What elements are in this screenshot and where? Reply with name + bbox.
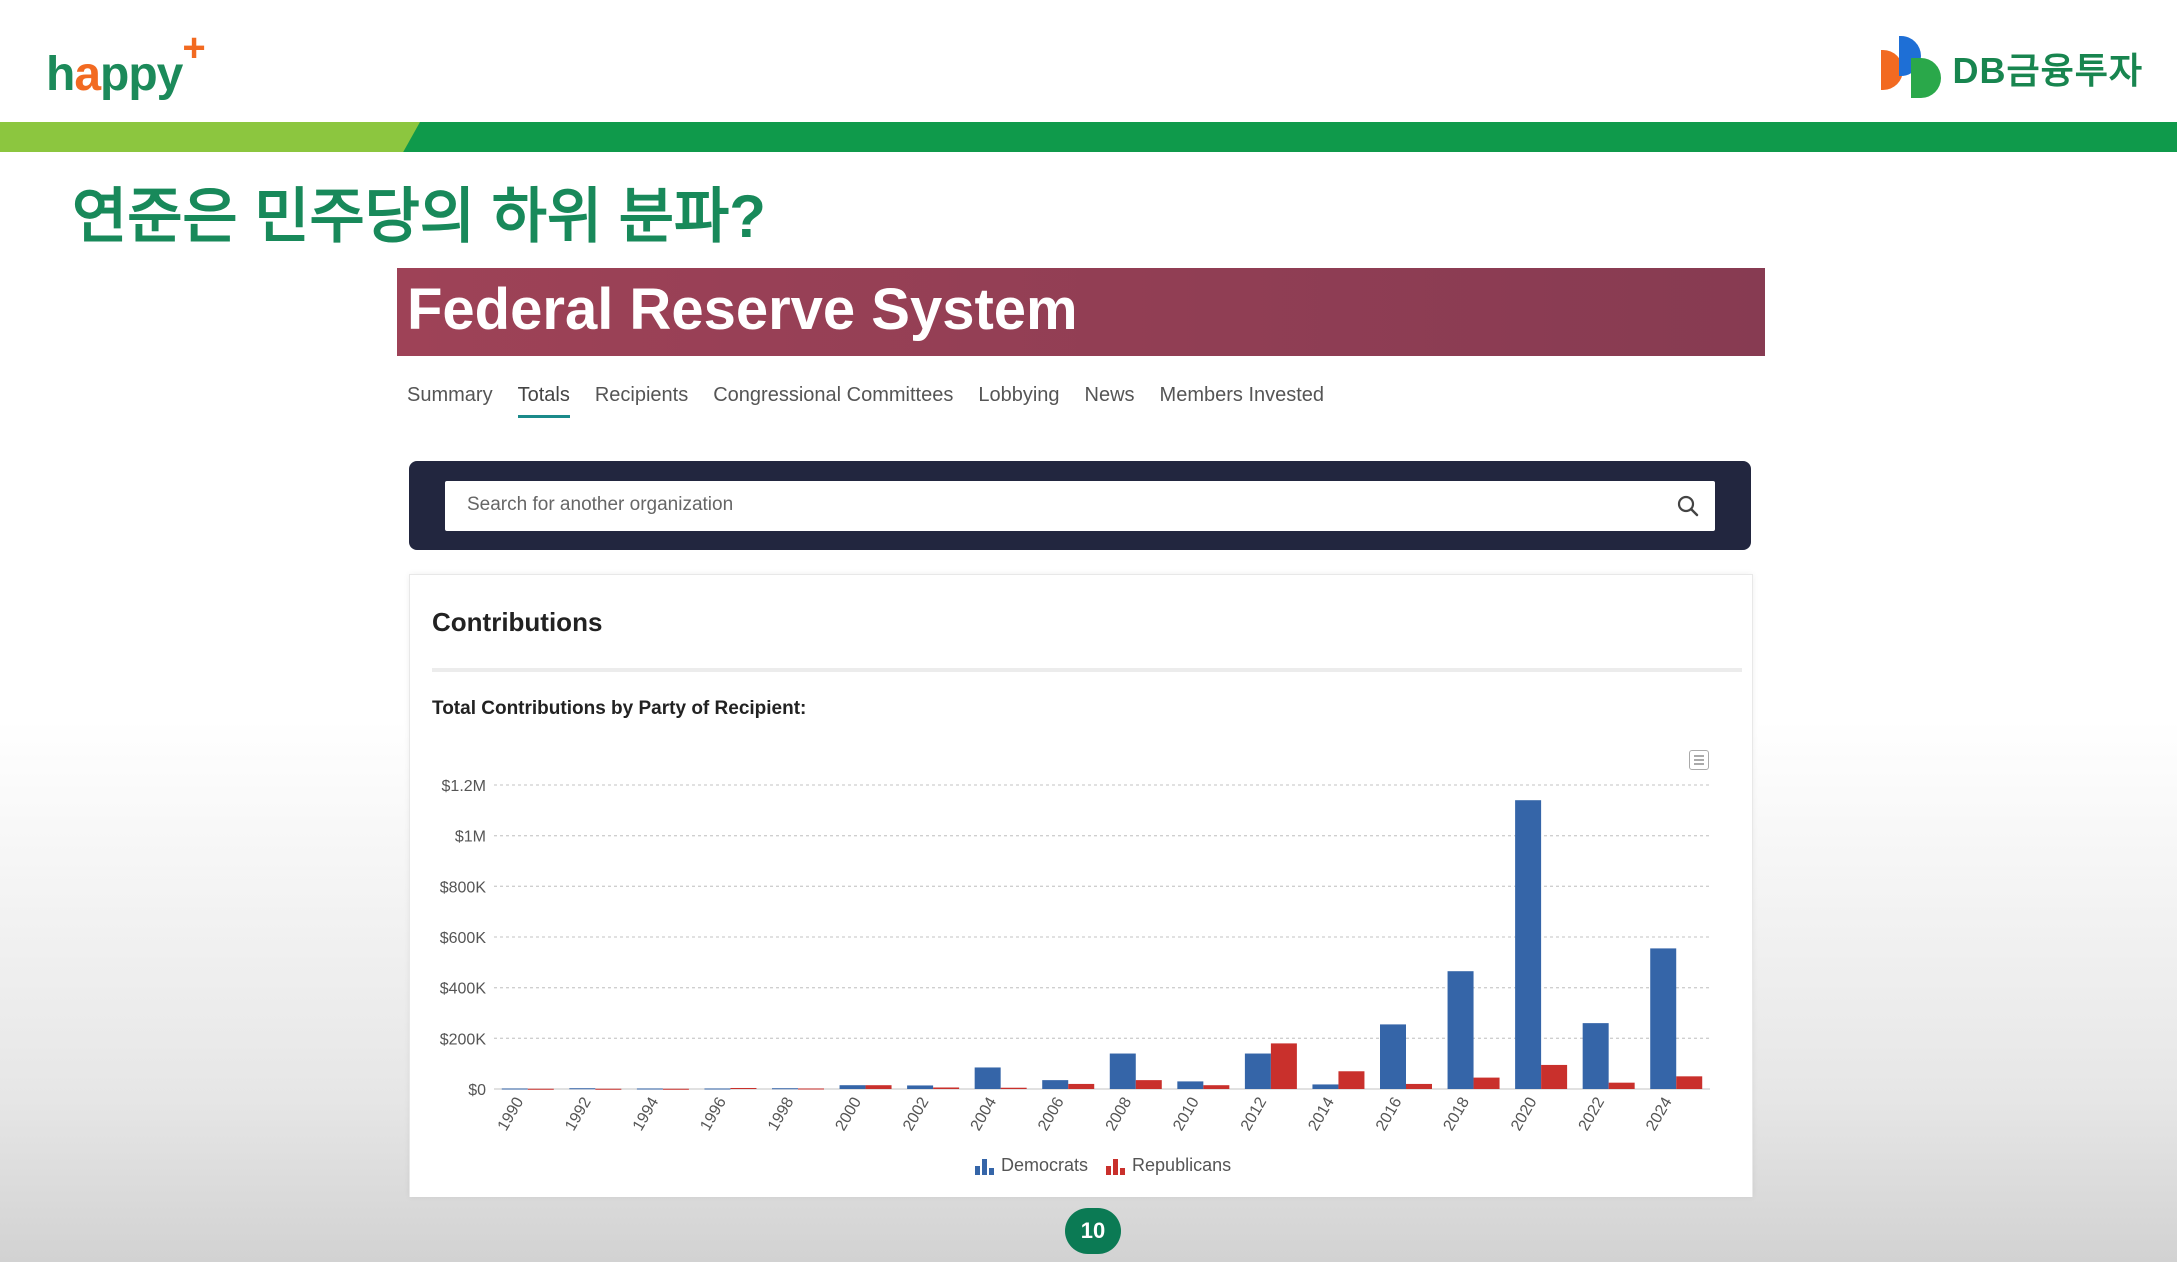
header-stripe-accent: [0, 122, 420, 152]
x-tick-label: 2020: [1508, 1094, 1541, 1133]
slide-header: happy+ DB금융투자: [0, 0, 2177, 122]
bar-republicans: [1608, 1082, 1635, 1089]
bar-republicans: [595, 1088, 622, 1090]
bar-democrats: [974, 1067, 1001, 1089]
x-tick-label: 2022: [1576, 1094, 1609, 1133]
bar-republicans: [1270, 1043, 1297, 1089]
db-logo: DB금융투자: [1880, 36, 2143, 100]
bar-republicans: [1676, 1076, 1703, 1089]
org-title: Federal Reserve System: [407, 277, 1078, 342]
legend-label-democrats: Democrats: [1001, 1155, 1089, 1175]
bar-republicans: [1135, 1080, 1162, 1089]
y-tick-label: $0: [468, 1082, 486, 1099]
card-divider: [432, 668, 1742, 672]
search-icon[interactable]: [1675, 493, 1701, 519]
y-tick-label: $200K: [440, 1031, 487, 1048]
slide-title: 연준은 민주당의 하위 분파?: [72, 183, 766, 250]
legend-item-democrats[interactable]: Democrats: [975, 1155, 1088, 1176]
x-tick-label: 2012: [1238, 1094, 1271, 1133]
org-banner: Federal Reserve System: [397, 268, 1765, 356]
contributions-bar-chart: $0 $200K $400K $600K $800K $1M $1.2M 1990 1992 19…: [440, 778, 1710, 1134]
bar-democrats: [501, 1088, 528, 1090]
db-logo-text: DB금융투자: [1952, 50, 2143, 91]
bar-republicans: [1338, 1071, 1365, 1089]
bar-democrats: [636, 1088, 663, 1090]
bar-democrats: [1515, 800, 1542, 1089]
bar-republicans: [662, 1088, 689, 1090]
tab-lobbying[interactable]: Lobbying: [978, 384, 1060, 406]
contributions-card: Contributions Total Contributions by Par…: [409, 574, 1753, 1197]
chart-title: Total Contributions by Party of Recipien…: [432, 698, 807, 719]
x-tick-label: 2002: [900, 1094, 933, 1133]
search-input[interactable]: [465, 493, 1649, 517]
x-tick-label: 2008: [1103, 1094, 1136, 1133]
tab-congressional-committees[interactable]: Congressional Committees: [713, 384, 954, 406]
x-tick-label: 2000: [833, 1094, 866, 1133]
x-tick-label: 1992: [562, 1094, 595, 1133]
y-tick-label: $1.2M: [442, 778, 486, 795]
card-title: Contributions: [432, 607, 603, 637]
tab-summary[interactable]: Summary: [407, 384, 493, 406]
bar-democrats: [1177, 1081, 1204, 1089]
bar-republicans: [1406, 1083, 1432, 1089]
bar-republicans: [1473, 1077, 1500, 1089]
tab-totals[interactable]: Totals: [517, 384, 570, 418]
y-tick-label: $600K: [440, 930, 487, 947]
bar-democrats: [1650, 948, 1677, 1089]
bar-democrats: [772, 1088, 798, 1090]
bar-democrats: [1042, 1080, 1069, 1089]
chart-menu-icon[interactable]: [1689, 750, 1709, 770]
bar-democrats: [1447, 971, 1474, 1089]
bar-democrats: [1582, 1023, 1609, 1089]
bar-democrats: [1244, 1053, 1271, 1089]
bar-republicans: [527, 1088, 554, 1090]
bar-republicans: [933, 1087, 960, 1089]
x-tick-label: 1996: [697, 1094, 730, 1133]
x-tick-label: 2004: [968, 1094, 1001, 1133]
tab-members-invested[interactable]: Members Invested: [1159, 384, 1325, 406]
db-logo-mark-icon: [1880, 36, 1945, 100]
legend-label-republicans: Republicans: [1132, 1155, 1232, 1175]
tab-news[interactable]: News: [1084, 384, 1135, 406]
bar-democrats: [907, 1085, 934, 1089]
bar-republicans: [1000, 1087, 1027, 1089]
bar-republicans: [1203, 1085, 1230, 1089]
bar-republicans: [1068, 1083, 1095, 1089]
x-tick-label: 2014: [1305, 1094, 1338, 1133]
x-tick-label: 2016: [1373, 1094, 1406, 1133]
chart-legend: Democrats Republicans: [975, 1155, 1231, 1176]
search-box: [445, 481, 1715, 531]
bar-republicans: [730, 1087, 757, 1089]
search-bar: [409, 461, 1751, 550]
x-tick-label: 2018: [1441, 1094, 1474, 1133]
bar-republicans: [865, 1085, 892, 1089]
y-tick-label: $800K: [440, 879, 487, 896]
x-tick-label: 1998: [765, 1094, 798, 1133]
org-tabs: Summary Totals Recipients Congressional …: [407, 384, 1324, 418]
x-tick-label: 2006: [1035, 1094, 1068, 1133]
bar-republicans: [798, 1088, 824, 1090]
x-tick-label: 2010: [1170, 1094, 1203, 1133]
y-tick-label: $400K: [440, 981, 487, 998]
happy-plus-logo: happy+: [46, 26, 206, 101]
x-tick-label: 1994: [630, 1094, 663, 1133]
bar-chart-icon: [1106, 1157, 1126, 1175]
bar-democrats: [1109, 1053, 1136, 1089]
legend-item-republicans[interactable]: Republicans: [1106, 1155, 1231, 1176]
x-tick-label: 2024: [1643, 1094, 1676, 1133]
y-tick-label: $1M: [455, 829, 486, 846]
bar-democrats: [704, 1088, 731, 1090]
bar-republicans: [1541, 1064, 1568, 1089]
x-tick-label: 1990: [495, 1094, 528, 1133]
bar-democrats: [1312, 1084, 1339, 1089]
tab-recipients[interactable]: Recipients: [594, 384, 689, 406]
bar-democrats: [1380, 1024, 1406, 1089]
bar-democrats: [839, 1085, 866, 1089]
bar-chart-icon: [975, 1157, 995, 1175]
page-number: 10: [1065, 1208, 1121, 1254]
bar-democrats: [569, 1088, 596, 1090]
